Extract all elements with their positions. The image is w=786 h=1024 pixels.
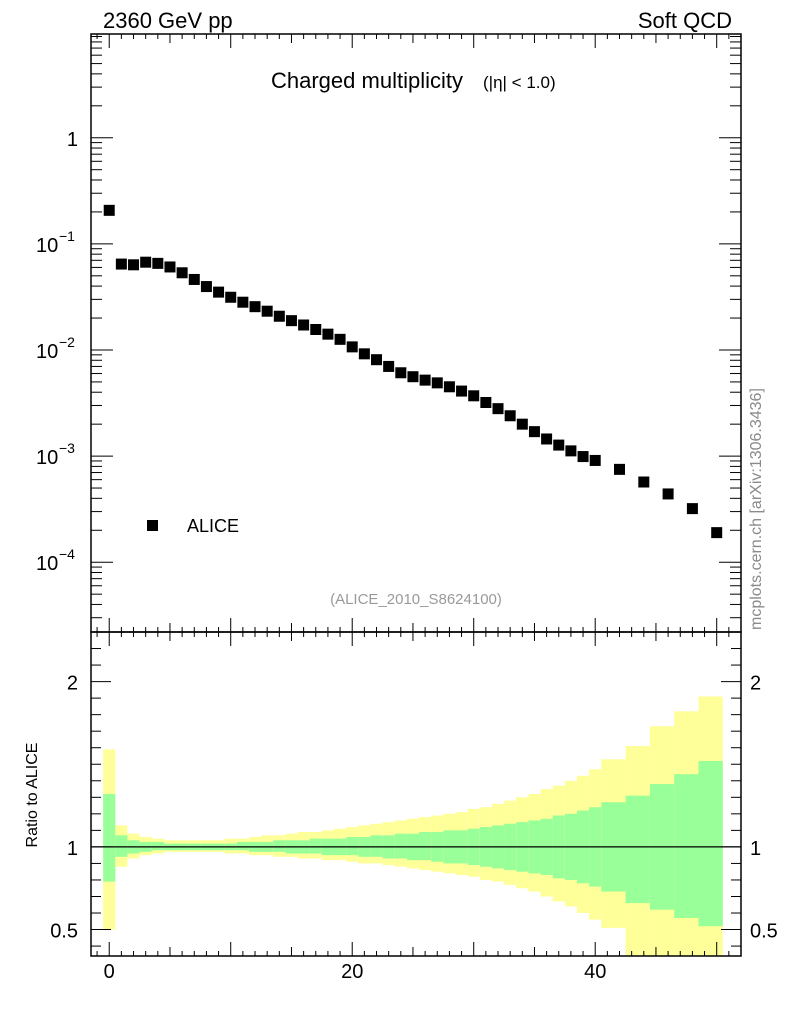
- ratio-y-tick-label: 2: [67, 673, 78, 695]
- ratio-y-tick-label-right: 2: [750, 673, 761, 695]
- data-point: [128, 259, 140, 271]
- data-point: [103, 204, 115, 216]
- data-point: [164, 261, 176, 273]
- data-point: [261, 305, 273, 317]
- chart-title: Charged multiplicity: [271, 68, 463, 93]
- ratio-y-tick-label: 1: [67, 838, 78, 860]
- ratio-axis-label: Ratio to ALICE: [24, 743, 41, 848]
- inner-band-bin: [394, 833, 407, 859]
- y-tick-label: 10: [36, 235, 58, 257]
- data-point: [237, 296, 249, 308]
- inner-band-bin: [625, 795, 650, 904]
- inner-band-bin: [674, 774, 699, 918]
- data-point: [285, 315, 297, 327]
- data-point: [371, 354, 383, 366]
- x-tick-label: 0: [104, 961, 115, 983]
- inner-band-bin: [309, 838, 322, 854]
- x-tick-label: 20: [341, 961, 363, 983]
- ratio-y-tick-label-right: 1: [750, 838, 761, 860]
- ratio-plot-frame: [90, 631, 742, 957]
- data-point: [504, 410, 516, 422]
- energy-label: 2360 GeV pp: [103, 8, 233, 33]
- data-point: [225, 291, 237, 303]
- data-point: [383, 360, 395, 372]
- y-tick-exponent: −3: [59, 440, 75, 456]
- data-point: [249, 301, 261, 313]
- inner-band-bin: [698, 760, 723, 927]
- x-tick-label: 40: [584, 961, 606, 983]
- ratio-y-tick-label-right: 0.5: [750, 921, 778, 943]
- data-point: [358, 348, 370, 360]
- inner-band-bin: [346, 836, 359, 856]
- inner-band-bin: [236, 841, 249, 851]
- data-markers: [103, 204, 723, 539]
- data-point: [334, 333, 346, 345]
- data-point: [662, 488, 674, 500]
- inner-band-bin: [115, 835, 128, 857]
- main-plot-frame: [90, 33, 742, 633]
- data-point: [456, 385, 468, 397]
- data-point: [614, 463, 626, 475]
- data-point: [395, 367, 407, 379]
- data-point: [516, 418, 528, 430]
- chart-title-suffix: (|η| < 1.0): [483, 73, 556, 92]
- analysis-annotation: (ALICE_2010_S8624100): [330, 591, 502, 608]
- inner-band-bin: [151, 841, 164, 851]
- inner-band-bin: [273, 840, 286, 852]
- inner-band-bin: [370, 835, 383, 857]
- data-point: [711, 527, 723, 539]
- data-point: [443, 381, 455, 393]
- legend-marker: [147, 520, 158, 531]
- data-point: [273, 310, 285, 322]
- data-point: [322, 328, 334, 340]
- data-point: [115, 258, 127, 270]
- ratio-bands: [91, 696, 741, 956]
- data-point: [553, 439, 565, 451]
- data-point: [152, 257, 164, 269]
- data-point: [431, 377, 443, 389]
- source-watermark: mcplots.cern.ch [arXiv:1306.3436]: [748, 388, 765, 630]
- y-tick-label: 1: [67, 129, 78, 151]
- data-point: [638, 476, 650, 488]
- data-point: [213, 286, 225, 298]
- data-point: [528, 426, 540, 438]
- data-point: [492, 403, 504, 415]
- inner-band-bin: [103, 794, 116, 882]
- data-point: [200, 281, 212, 293]
- legend-label: ALICE: [187, 516, 239, 536]
- y-tick-exponent: −4: [59, 546, 75, 562]
- data-point: [577, 451, 589, 463]
- y-tick-label: 10: [36, 553, 58, 575]
- inner-band-bin: [419, 832, 432, 861]
- data-point: [480, 396, 492, 408]
- data-point: [419, 374, 431, 386]
- data-point: [686, 503, 698, 515]
- data-point: [176, 267, 188, 279]
- data-point: [407, 371, 419, 383]
- category-label: Soft QCD: [637, 8, 732, 33]
- data-point: [346, 341, 358, 353]
- y-tick-label: 10: [36, 447, 58, 469]
- data-point: [310, 323, 322, 335]
- data-point: [140, 256, 152, 268]
- data-point: [298, 319, 310, 331]
- y-tick-exponent: −1: [59, 228, 75, 244]
- y-tick-label: 10: [36, 341, 58, 363]
- data-point: [589, 454, 601, 466]
- data-point: [188, 273, 200, 285]
- data-point: [468, 390, 480, 402]
- y-tick-exponent: −2: [59, 334, 75, 350]
- data-point: [565, 445, 577, 457]
- ratio-y-tick-label: 0.5: [50, 921, 78, 943]
- data-point: [541, 433, 553, 445]
